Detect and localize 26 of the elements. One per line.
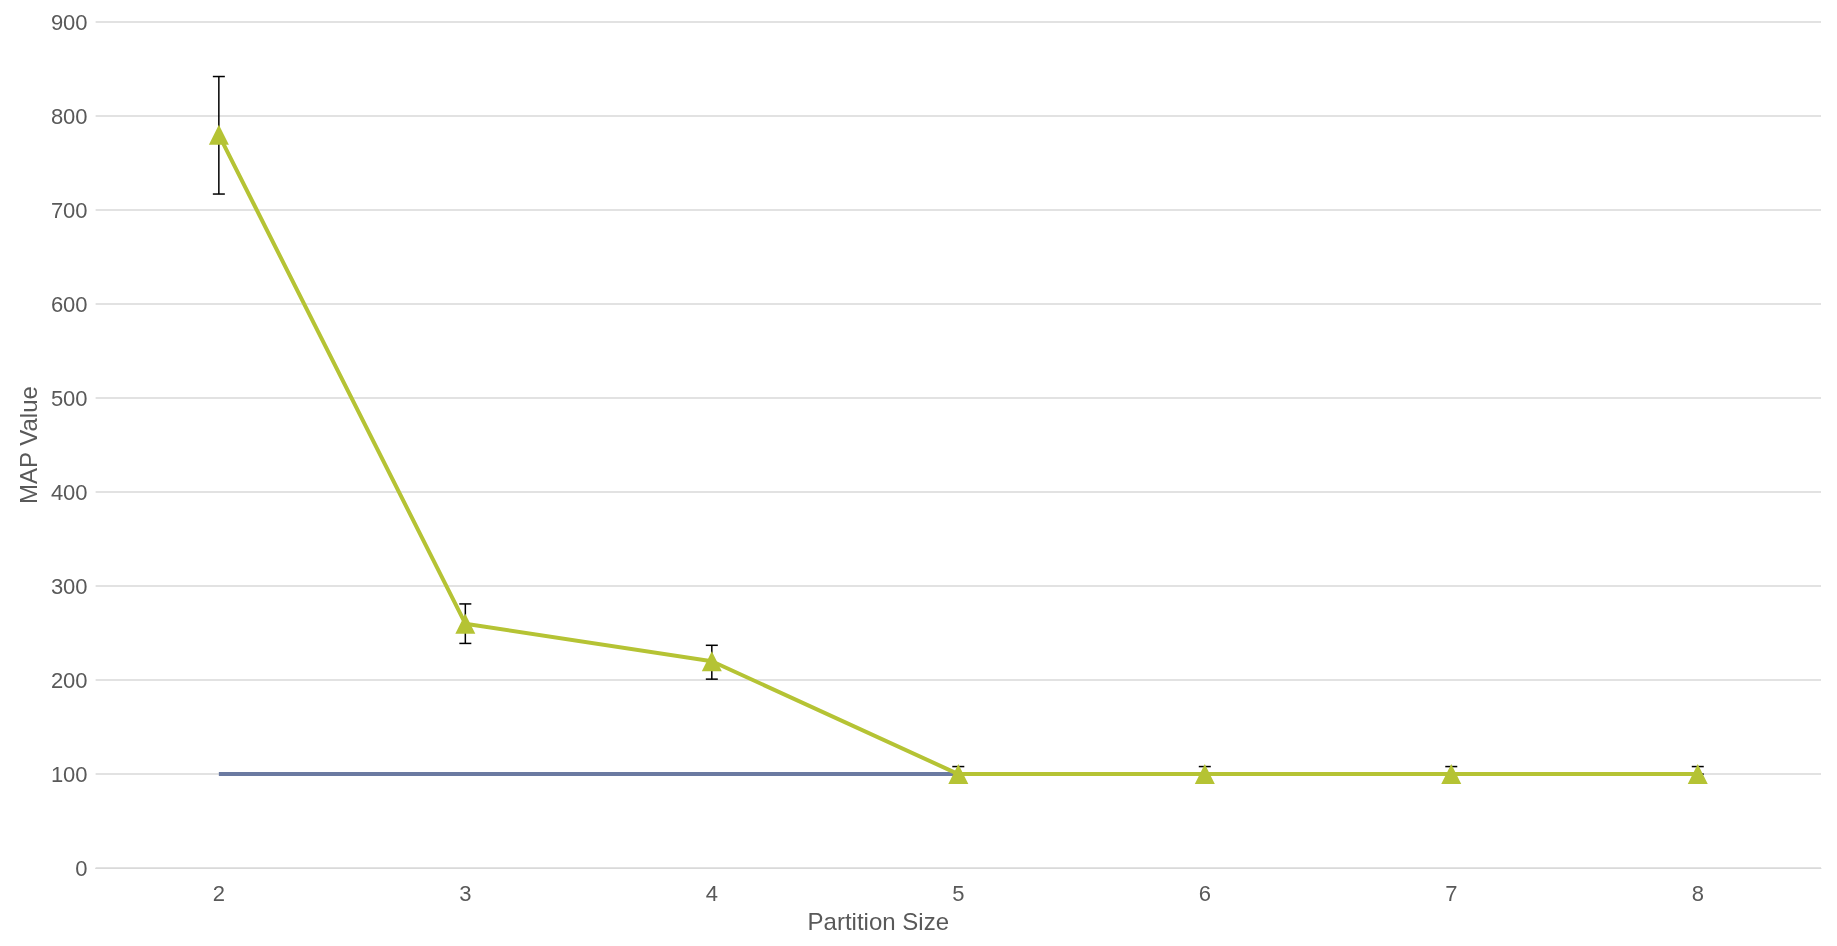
x-axis-title: Partition Size bbox=[807, 907, 950, 935]
x-tick-label: 8 bbox=[1691, 880, 1704, 906]
y-tick-label: 900 bbox=[50, 9, 88, 35]
point bbox=[1687, 764, 1708, 785]
x-tick-label: 2 bbox=[212, 880, 225, 906]
point bbox=[701, 651, 722, 672]
y-tick-label: 200 bbox=[50, 667, 88, 693]
y-tick-label: 100 bbox=[50, 761, 88, 787]
x-tick-label: 5 bbox=[952, 880, 965, 906]
x-tick-label: 6 bbox=[1198, 880, 1211, 906]
x-tick-label: 3 bbox=[459, 880, 472, 906]
y-tick-label: 600 bbox=[50, 291, 88, 317]
point bbox=[1441, 764, 1462, 785]
y-tick-label: 400 bbox=[50, 479, 88, 505]
x-tick-label: 4 bbox=[705, 880, 718, 906]
y-axis-title: MAP Value bbox=[14, 386, 42, 504]
y-tick-label: 500 bbox=[50, 385, 88, 411]
point bbox=[455, 613, 476, 634]
point bbox=[1194, 764, 1215, 785]
y-tick-label: 0 bbox=[75, 855, 88, 881]
point bbox=[208, 124, 229, 145]
y-tick-label: 300 bbox=[50, 573, 88, 599]
point bbox=[948, 764, 969, 785]
y-tick-label: 800 bbox=[50, 103, 88, 129]
x-tick-label: 7 bbox=[1445, 880, 1458, 906]
y-tick-label: 700 bbox=[50, 197, 88, 223]
